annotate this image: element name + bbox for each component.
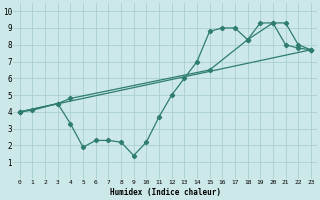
X-axis label: Humidex (Indice chaleur): Humidex (Indice chaleur): [110, 188, 221, 197]
